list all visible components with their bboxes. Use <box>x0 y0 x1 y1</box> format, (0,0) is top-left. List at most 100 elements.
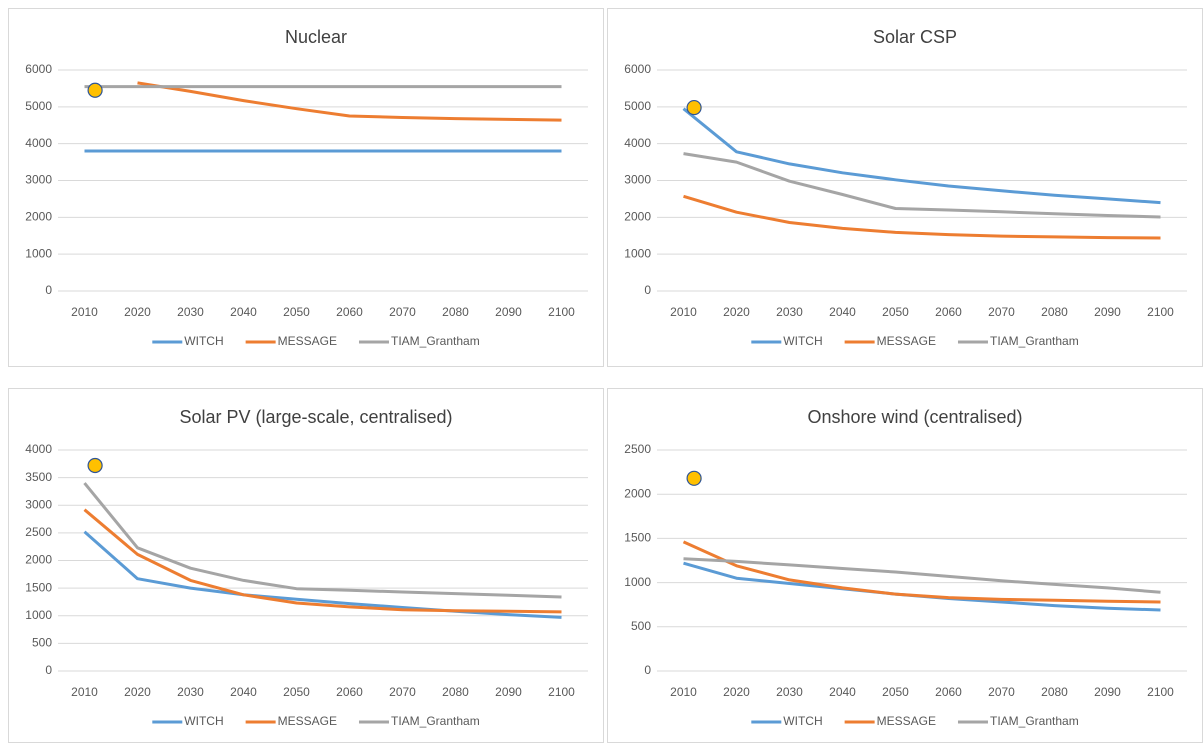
series-line <box>83 530 562 619</box>
x-tick-label: 2050 <box>882 305 909 319</box>
legend-label: MESSAGE <box>278 334 337 348</box>
x-tick-label: 2020 <box>723 685 750 699</box>
legend: WITCH MESSAGE TIAM_Grantham <box>152 714 480 728</box>
x-tick-label: 2100 <box>1147 685 1174 699</box>
legend: WITCH MESSAGE TIAM_Grantham <box>751 334 1079 348</box>
legend-label: WITCH <box>184 334 223 348</box>
y-tick-label: 2500 <box>25 525 52 539</box>
chart-panel: Onshore wind (centralised) 0 500 1000 1500 20… <box>607 388 1203 743</box>
legend: WITCH MESSAGE TIAM_Grantham <box>152 334 480 348</box>
panel-border <box>607 8 1203 367</box>
series-line <box>83 508 562 614</box>
y-tick-label: 0 <box>644 283 651 297</box>
y-tick-label: 1000 <box>624 246 651 260</box>
y-tick-label: 1000 <box>624 575 651 589</box>
y-tick-label: 500 <box>32 636 52 650</box>
y-tick-label: 0 <box>45 283 52 297</box>
chart-title: Solar PV (large-scale, centralised) <box>179 407 452 427</box>
series-line <box>682 540 1161 604</box>
legend-label: WITCH <box>783 334 822 348</box>
y-tick-label: 4000 <box>25 136 52 150</box>
x-tick-label: 2100 <box>548 685 575 699</box>
y-tick-label: 2000 <box>25 210 52 224</box>
x-tick-label: 2010 <box>71 305 98 319</box>
y-tick-label: 5000 <box>25 99 52 113</box>
x-tick-label: 2080 <box>442 685 469 699</box>
x-tick-label: 2090 <box>1094 305 1121 319</box>
series-line <box>137 81 562 122</box>
x-tick-label: 2070 <box>389 685 416 699</box>
marker-point <box>87 82 103 98</box>
legend-label: MESSAGE <box>877 714 936 728</box>
series-line <box>83 482 562 599</box>
x-tick-label: 2100 <box>548 305 575 319</box>
legend-label: TIAM_Grantham <box>990 334 1079 348</box>
series-line <box>682 107 1161 205</box>
x-tick-label: 2060 <box>935 685 962 699</box>
legend: WITCH MESSAGE TIAM_Grantham <box>751 714 1079 728</box>
y-tick-label: 1000 <box>25 246 52 260</box>
y-tick-label: 4000 <box>25 442 52 456</box>
x-tick-label: 2050 <box>283 305 310 319</box>
y-tick-label: 3000 <box>624 173 651 187</box>
y-tick-label: 4000 <box>624 136 651 150</box>
series-line <box>683 194 1161 240</box>
x-tick-label: 2060 <box>336 685 363 699</box>
panel-border <box>8 8 604 367</box>
x-tick-label: 2060 <box>935 305 962 319</box>
series-line <box>683 152 1161 219</box>
y-tick-label: 6000 <box>624 62 651 76</box>
y-tick-label: 2000 <box>624 210 651 224</box>
x-tick-label: 2030 <box>177 305 204 319</box>
y-tick-label: 1500 <box>624 531 651 545</box>
y-tick-label: 3000 <box>25 173 52 187</box>
x-tick-label: 2080 <box>1041 305 1068 319</box>
chart-title: Nuclear <box>285 27 347 47</box>
x-tick-label: 2070 <box>389 305 416 319</box>
chart-panel: Solar PV (large-scale, centralised) 0 500 1… <box>8 388 604 743</box>
x-tick-label: 2030 <box>776 685 803 699</box>
x-tick-label: 2050 <box>882 685 909 699</box>
legend-label: TIAM_Grantham <box>391 334 480 348</box>
y-tick-label: 500 <box>631 619 651 633</box>
y-tick-label: 0 <box>644 663 651 677</box>
y-tick-label: 5000 <box>624 99 651 113</box>
marker-point <box>87 457 103 474</box>
x-tick-label: 2090 <box>495 685 522 699</box>
x-tick-label: 2010 <box>670 685 697 699</box>
x-tick-label: 2030 <box>776 305 803 319</box>
chart-title: Solar CSP <box>873 27 957 47</box>
legend-label: MESSAGE <box>877 334 936 348</box>
y-tick-label: 2500 <box>624 442 651 456</box>
panel-border <box>607 388 1203 743</box>
x-tick-label: 2020 <box>723 305 750 319</box>
legend-label: TIAM_Grantham <box>990 714 1079 728</box>
x-tick-label: 2040 <box>829 305 856 319</box>
y-tick-label: 6000 <box>25 62 52 76</box>
x-tick-label: 2100 <box>1147 305 1174 319</box>
x-tick-label: 2080 <box>1041 685 1068 699</box>
x-tick-label: 2010 <box>71 685 98 699</box>
y-tick-label: 2000 <box>25 553 52 567</box>
x-tick-label: 2020 <box>124 305 151 319</box>
x-tick-label: 2090 <box>495 305 522 319</box>
y-tick-label: 0 <box>45 663 52 677</box>
chart-panel: Nuclear 0 1000 2000 3000 4000 5000 6000 2010 2020… <box>8 8 604 367</box>
x-tick-label: 2020 <box>124 685 151 699</box>
series-line <box>683 557 1161 594</box>
x-tick-label: 2060 <box>336 305 363 319</box>
x-tick-label: 2070 <box>988 305 1015 319</box>
x-tick-label: 2050 <box>283 685 310 699</box>
chart-title: Onshore wind (centralised) <box>807 407 1022 427</box>
x-tick-label: 2090 <box>1094 685 1121 699</box>
x-tick-label: 2040 <box>230 685 257 699</box>
x-tick-label: 2040 <box>230 305 257 319</box>
y-tick-label: 1000 <box>25 608 52 622</box>
y-tick-label: 2000 <box>624 486 651 500</box>
x-tick-label: 2010 <box>670 305 697 319</box>
chart-panel: Solar CSP 0 1000 2000 3000 4000 5000 6000 2010 20… <box>607 8 1203 367</box>
y-tick-label: 3000 <box>25 497 52 511</box>
y-tick-label: 3500 <box>25 470 52 484</box>
